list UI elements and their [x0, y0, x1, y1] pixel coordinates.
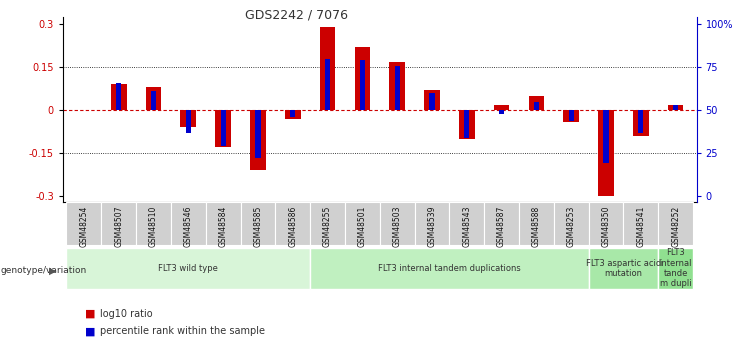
Bar [554, 202, 588, 245]
Bar [290, 110, 296, 117]
Bar [310, 202, 345, 245]
Bar [102, 202, 136, 245]
Bar [623, 202, 658, 245]
Bar [256, 110, 261, 158]
Bar [603, 110, 608, 164]
Bar [658, 248, 693, 289]
Bar [136, 202, 171, 245]
Bar [186, 110, 191, 132]
Text: GSM48586: GSM48586 [288, 205, 297, 247]
Text: GSM48543: GSM48543 [462, 205, 471, 247]
Bar [221, 110, 226, 146]
Text: ■: ■ [85, 326, 96, 336]
Text: FLT3
internal
tande
m dupli: FLT3 internal tande m dupli [659, 248, 692, 288]
Bar [379, 202, 414, 245]
Bar [588, 248, 658, 289]
Bar [484, 202, 519, 245]
Text: genotype/variation: genotype/variation [1, 266, 87, 275]
Text: GSM48255: GSM48255 [323, 205, 332, 247]
Text: GSM48252: GSM48252 [671, 205, 680, 247]
Text: GSM48587: GSM48587 [497, 205, 506, 247]
Bar [276, 202, 310, 245]
Text: ▶: ▶ [49, 266, 56, 276]
Text: GSM48539: GSM48539 [428, 205, 436, 247]
Bar [449, 202, 484, 245]
Bar [111, 85, 127, 110]
Bar [459, 110, 475, 139]
Bar [67, 202, 102, 245]
Text: GSM48501: GSM48501 [358, 205, 367, 247]
Bar [171, 202, 206, 245]
Text: GSM48503: GSM48503 [393, 205, 402, 247]
Bar [494, 105, 509, 110]
Bar [206, 202, 241, 245]
Bar [668, 105, 683, 110]
Bar [151, 91, 156, 110]
Text: GSM48585: GSM48585 [253, 205, 262, 247]
Bar [389, 62, 405, 110]
Bar [424, 90, 440, 110]
Bar [67, 248, 310, 289]
Bar [519, 202, 554, 245]
Text: ■: ■ [85, 309, 96, 319]
Text: GSM48546: GSM48546 [184, 205, 193, 247]
Bar [250, 110, 266, 170]
Text: GSM48350: GSM48350 [602, 205, 611, 247]
Text: FLT3 internal tandem duplications: FLT3 internal tandem duplications [378, 264, 521, 273]
Bar [310, 248, 588, 289]
Bar [394, 66, 400, 110]
Bar [499, 110, 504, 114]
Text: GSM48510: GSM48510 [149, 205, 158, 247]
Bar [319, 27, 336, 110]
Bar [216, 110, 231, 147]
Bar [638, 110, 643, 132]
Text: GSM48507: GSM48507 [114, 205, 123, 247]
Bar [598, 110, 614, 196]
Text: FLT3 wild type: FLT3 wild type [159, 264, 219, 273]
Bar [568, 110, 574, 120]
Bar [285, 110, 301, 119]
Bar [181, 110, 196, 127]
Bar [241, 202, 276, 245]
Bar [325, 59, 330, 110]
Bar [414, 202, 449, 245]
Text: log10 ratio: log10 ratio [100, 309, 153, 319]
Bar [658, 202, 693, 245]
Text: GSM48588: GSM48588 [532, 205, 541, 247]
Bar [588, 202, 623, 245]
Text: GSM48253: GSM48253 [567, 205, 576, 247]
Text: percentile rank within the sample: percentile rank within the sample [100, 326, 265, 336]
Bar [345, 202, 379, 245]
Bar [354, 47, 370, 110]
Bar [464, 110, 469, 138]
Text: GSM48541: GSM48541 [637, 205, 645, 247]
Text: FLT3 aspartic acid
mutation: FLT3 aspartic acid mutation [586, 258, 661, 278]
Bar [146, 87, 162, 110]
Bar [633, 110, 648, 136]
Bar [534, 102, 539, 110]
Text: GDS2242 / 7076: GDS2242 / 7076 [245, 9, 348, 22]
Bar [528, 96, 544, 110]
Text: GSM48584: GSM48584 [219, 205, 227, 247]
Bar [563, 110, 579, 122]
Bar [359, 60, 365, 110]
Bar [673, 105, 678, 110]
Bar [429, 93, 434, 110]
Text: GSM48254: GSM48254 [79, 205, 88, 247]
Bar [116, 83, 122, 110]
